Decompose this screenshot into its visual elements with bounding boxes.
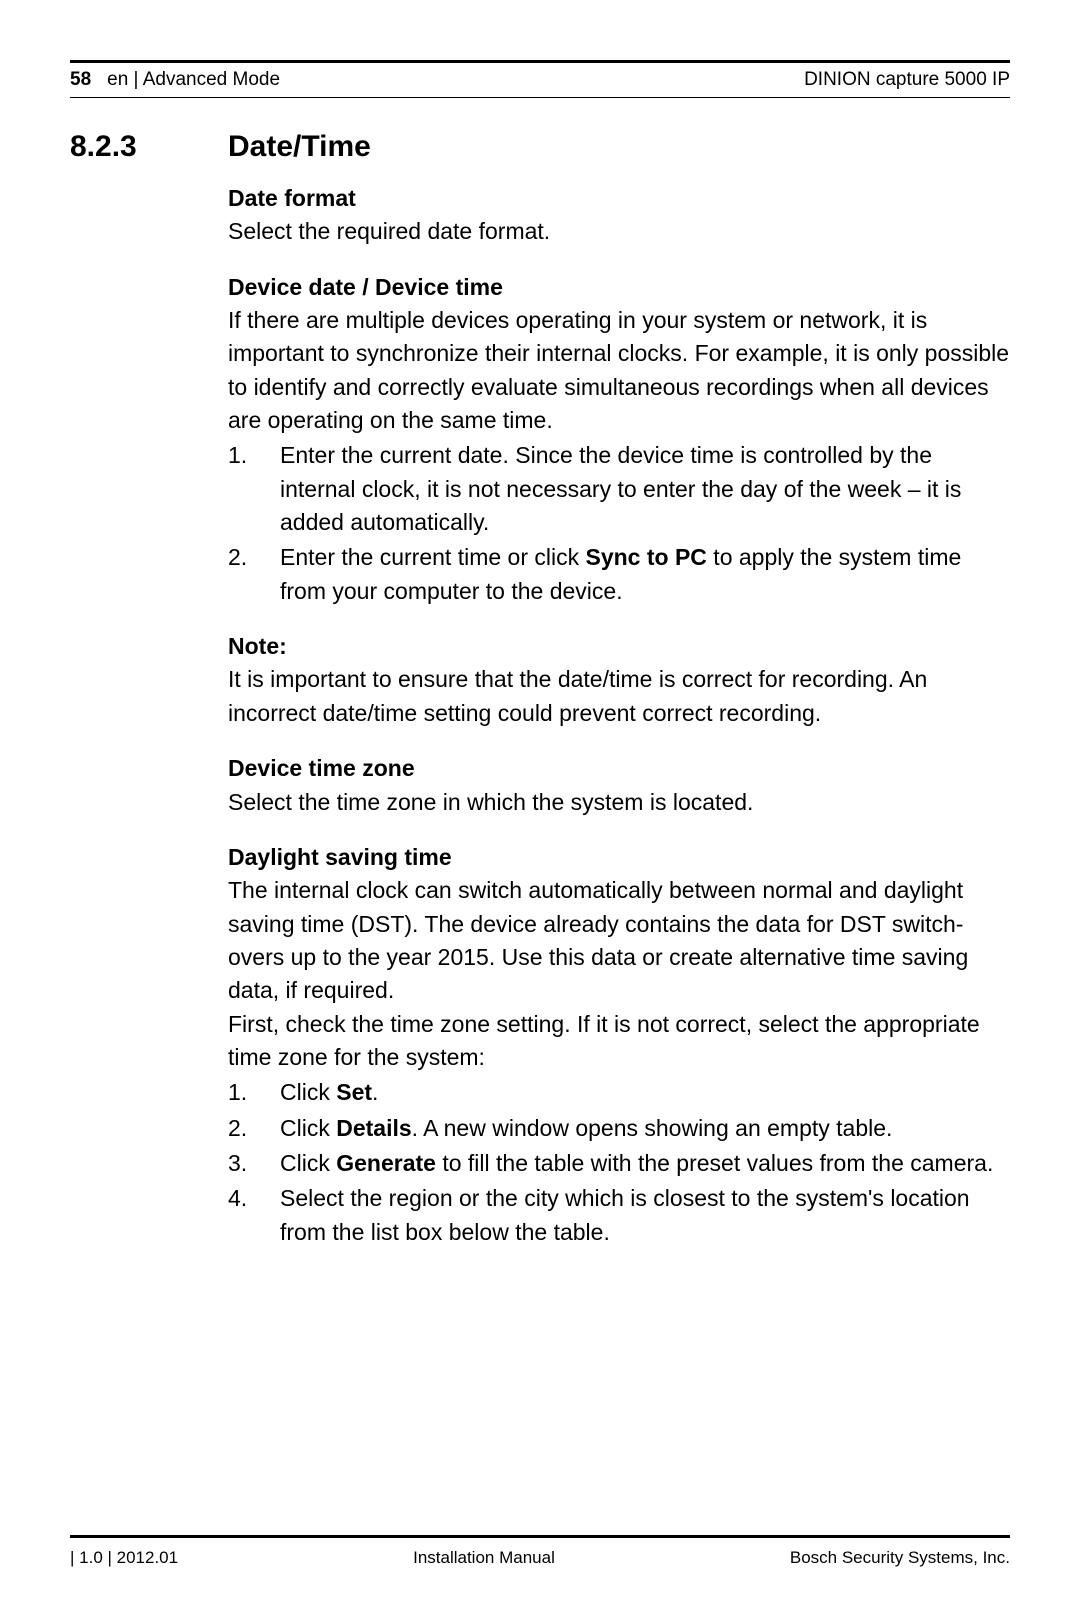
page: 58 en | Advanced Mode DINION capture 500… [0,0,1080,1618]
list-text: Enter the current date. Since the device… [280,439,1010,539]
list-text: Select the region or the city which is c… [280,1182,1010,1249]
page-content: 8.2.3 Date/Time Date format Select the r… [70,98,1010,1535]
section-number: 8.2.3 [70,130,180,164]
page-number: 58 [70,69,91,91]
para-dst-2: First, check the time zone setting. If i… [228,1008,1010,1075]
section-heading-row: 8.2.3 Date/Time [70,130,1010,164]
list-device-date: 1. Enter the current date. Since the dev… [228,439,1010,608]
list-item: 4. Select the region or the city which i… [228,1182,1010,1249]
list-number: 2. [228,541,256,608]
list-number: 1. [228,439,256,539]
subhead-dst: Daylight saving time [228,841,1010,874]
list-number: 1. [228,1076,256,1109]
list-dst: 1. Click Set. 2. Click Details. A new wi… [228,1076,1010,1249]
bold-set: Set [336,1079,372,1105]
page-header: 58 en | Advanced Mode DINION capture 500… [70,60,1010,98]
subhead-device-date: Device date / Device time [228,271,1010,304]
section-title: Date/Time [228,130,371,164]
list-item: 2. Click Details. A new window opens sho… [228,1112,1010,1145]
list-text: Click Set. [280,1076,378,1109]
footer-company: Bosch Security Systems, Inc. [790,1548,1010,1568]
list-text: Click Generate to fill the table with th… [280,1147,993,1180]
subhead-note: Note: [228,630,1010,663]
subhead-date-format: Date format [228,182,1010,215]
breadcrumb: en | Advanced Mode [107,69,280,91]
header-left: 58 en | Advanced Mode [70,69,280,91]
bold-sync-to-pc: Sync to PC [586,544,707,570]
bold-generate: Generate [336,1150,436,1176]
subhead-timezone: Device time zone [228,752,1010,785]
list-text: Click Details. A new window opens showin… [280,1112,892,1145]
list-item: 2. Enter the current time or click Sync … [228,541,1010,608]
page-footer: | 1.0 | 2012.01 Installation Manual Bosc… [70,1535,1010,1568]
para-date-format: Select the required date format. [228,215,1010,248]
product-name: DINION capture 5000 IP [804,69,1010,91]
para-note: It is important to ensure that the date/… [228,663,1010,730]
para-timezone: Select the time zone in which the system… [228,786,1010,819]
para-dst-1: The internal clock can switch automatica… [228,874,1010,1007]
list-text: Enter the current time or click Sync to … [280,541,1010,608]
bold-details: Details [336,1115,411,1141]
footer-version: | 1.0 | 2012.01 [70,1548,178,1568]
list-item: 1. Enter the current date. Since the dev… [228,439,1010,539]
list-item: 3. Click Generate to fill the table with… [228,1147,1010,1180]
list-number: 4. [228,1182,256,1249]
footer-doc-title: Installation Manual [413,1548,555,1568]
list-item: 1. Click Set. [228,1076,1010,1109]
body-column: Date format Select the required date for… [228,164,1010,1249]
para-device-date: If there are multiple devices operating … [228,304,1010,437]
list-number: 2. [228,1112,256,1145]
list-number: 3. [228,1147,256,1180]
